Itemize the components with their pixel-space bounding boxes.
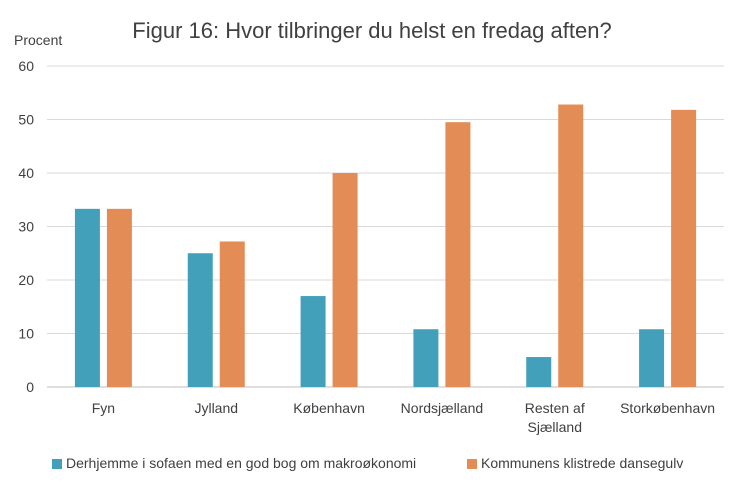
x-category-label: København xyxy=(293,400,365,416)
y-tick-label: 60 xyxy=(18,58,34,74)
bar-series-0 xyxy=(74,208,100,387)
x-axis-categories: Fyn Jylland København Nordsjælland Resten af… xyxy=(92,400,715,435)
bar-series-0 xyxy=(639,329,665,387)
x-category-label: Storkøbenhavn xyxy=(620,400,715,416)
y-tick-label: 30 xyxy=(18,219,34,235)
legend-label: Derhjemme i sofaen med en god bog om mak… xyxy=(66,455,416,471)
y-axis-ticks: 0 10 20 30 40 50 60 xyxy=(18,58,34,395)
bar-series-0 xyxy=(413,329,439,387)
y-tick-label: 20 xyxy=(18,272,34,288)
y-tick-label: 40 xyxy=(18,165,34,181)
x-category-label: Jylland xyxy=(194,400,238,416)
gridlines xyxy=(47,65,724,388)
x-category-label: Fyn xyxy=(92,400,115,416)
legend-swatch xyxy=(467,459,477,469)
bar-series-1 xyxy=(445,122,471,388)
y-tick-label: 50 xyxy=(18,112,34,128)
y-tick-label: 10 xyxy=(18,326,34,342)
bar-series-0 xyxy=(300,296,326,387)
bar-series-1 xyxy=(106,208,132,387)
bar-series-1 xyxy=(332,173,358,387)
y-axis-label: Procent xyxy=(14,32,62,48)
bar-series-1 xyxy=(671,109,697,388)
legend-swatch xyxy=(52,459,62,469)
chart-title: Figur 16: Hvor tilbringer du helst en fr… xyxy=(132,18,611,43)
x-category-label: Sjælland xyxy=(528,419,582,435)
bars xyxy=(74,104,697,388)
x-category-label: Resten af xyxy=(525,400,585,416)
x-category-label: Nordsjælland xyxy=(401,400,483,416)
bar-series-0 xyxy=(187,253,213,387)
legend-label: Kommunens klistrede dansegulv xyxy=(481,455,683,471)
y-tick-label: 0 xyxy=(26,379,34,395)
bar-series-1 xyxy=(219,241,245,387)
legend: Derhjemme i sofaen med en god bog om mak… xyxy=(52,455,683,471)
bar-series-1 xyxy=(558,104,584,388)
bar-series-0 xyxy=(526,357,552,387)
